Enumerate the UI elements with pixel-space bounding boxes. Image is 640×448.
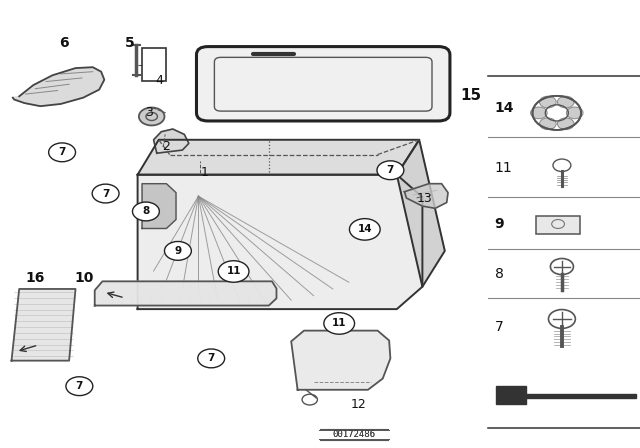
Text: 10: 10	[75, 271, 94, 285]
Circle shape	[164, 241, 191, 260]
Polygon shape	[138, 140, 419, 175]
Circle shape	[92, 184, 119, 203]
Polygon shape	[404, 184, 448, 208]
Text: 12: 12	[351, 397, 367, 411]
Text: 16: 16	[26, 271, 45, 285]
Text: 8: 8	[495, 267, 504, 281]
Text: 7: 7	[58, 147, 66, 157]
Text: 2: 2	[162, 140, 170, 154]
Polygon shape	[142, 184, 176, 228]
Bar	[142, 48, 166, 81]
Text: 00172486: 00172486	[332, 430, 376, 439]
FancyBboxPatch shape	[196, 47, 450, 121]
Polygon shape	[95, 281, 276, 306]
Text: 8: 8	[142, 207, 150, 216]
Bar	[536, 216, 580, 234]
Polygon shape	[291, 331, 390, 390]
Circle shape	[349, 219, 380, 240]
Text: 7: 7	[102, 189, 109, 198]
Polygon shape	[496, 386, 636, 404]
Text: 11: 11	[495, 161, 513, 175]
Circle shape	[132, 202, 159, 221]
Text: 6: 6	[59, 35, 68, 50]
Circle shape	[566, 107, 583, 119]
Text: 13: 13	[417, 191, 433, 205]
Text: 9: 9	[174, 246, 182, 256]
Circle shape	[557, 118, 574, 129]
Circle shape	[66, 377, 93, 396]
Text: 7: 7	[207, 353, 215, 363]
Circle shape	[139, 108, 164, 125]
Text: 14: 14	[495, 100, 514, 115]
Circle shape	[198, 349, 225, 368]
Text: 11: 11	[332, 319, 346, 328]
Circle shape	[557, 96, 574, 108]
Polygon shape	[138, 175, 422, 309]
Polygon shape	[13, 67, 104, 106]
Polygon shape	[397, 140, 445, 287]
Text: 7: 7	[387, 165, 394, 175]
Circle shape	[218, 261, 249, 282]
Text: 1: 1	[200, 166, 208, 180]
Circle shape	[540, 96, 556, 108]
Text: 15: 15	[461, 88, 482, 103]
Text: 9: 9	[495, 217, 504, 231]
Circle shape	[377, 161, 404, 180]
Polygon shape	[154, 129, 189, 153]
Circle shape	[540, 118, 556, 129]
Text: 3: 3	[145, 106, 153, 120]
Circle shape	[324, 313, 355, 334]
Text: 7: 7	[76, 381, 83, 391]
Text: 11: 11	[227, 267, 241, 276]
Text: 00172486: 00172486	[332, 430, 376, 439]
Text: 5: 5	[125, 35, 134, 50]
Circle shape	[531, 107, 547, 119]
Text: 4: 4	[156, 74, 163, 87]
Polygon shape	[12, 289, 76, 361]
Text: 7: 7	[495, 320, 504, 334]
Text: 14: 14	[358, 224, 372, 234]
Circle shape	[49, 143, 76, 162]
